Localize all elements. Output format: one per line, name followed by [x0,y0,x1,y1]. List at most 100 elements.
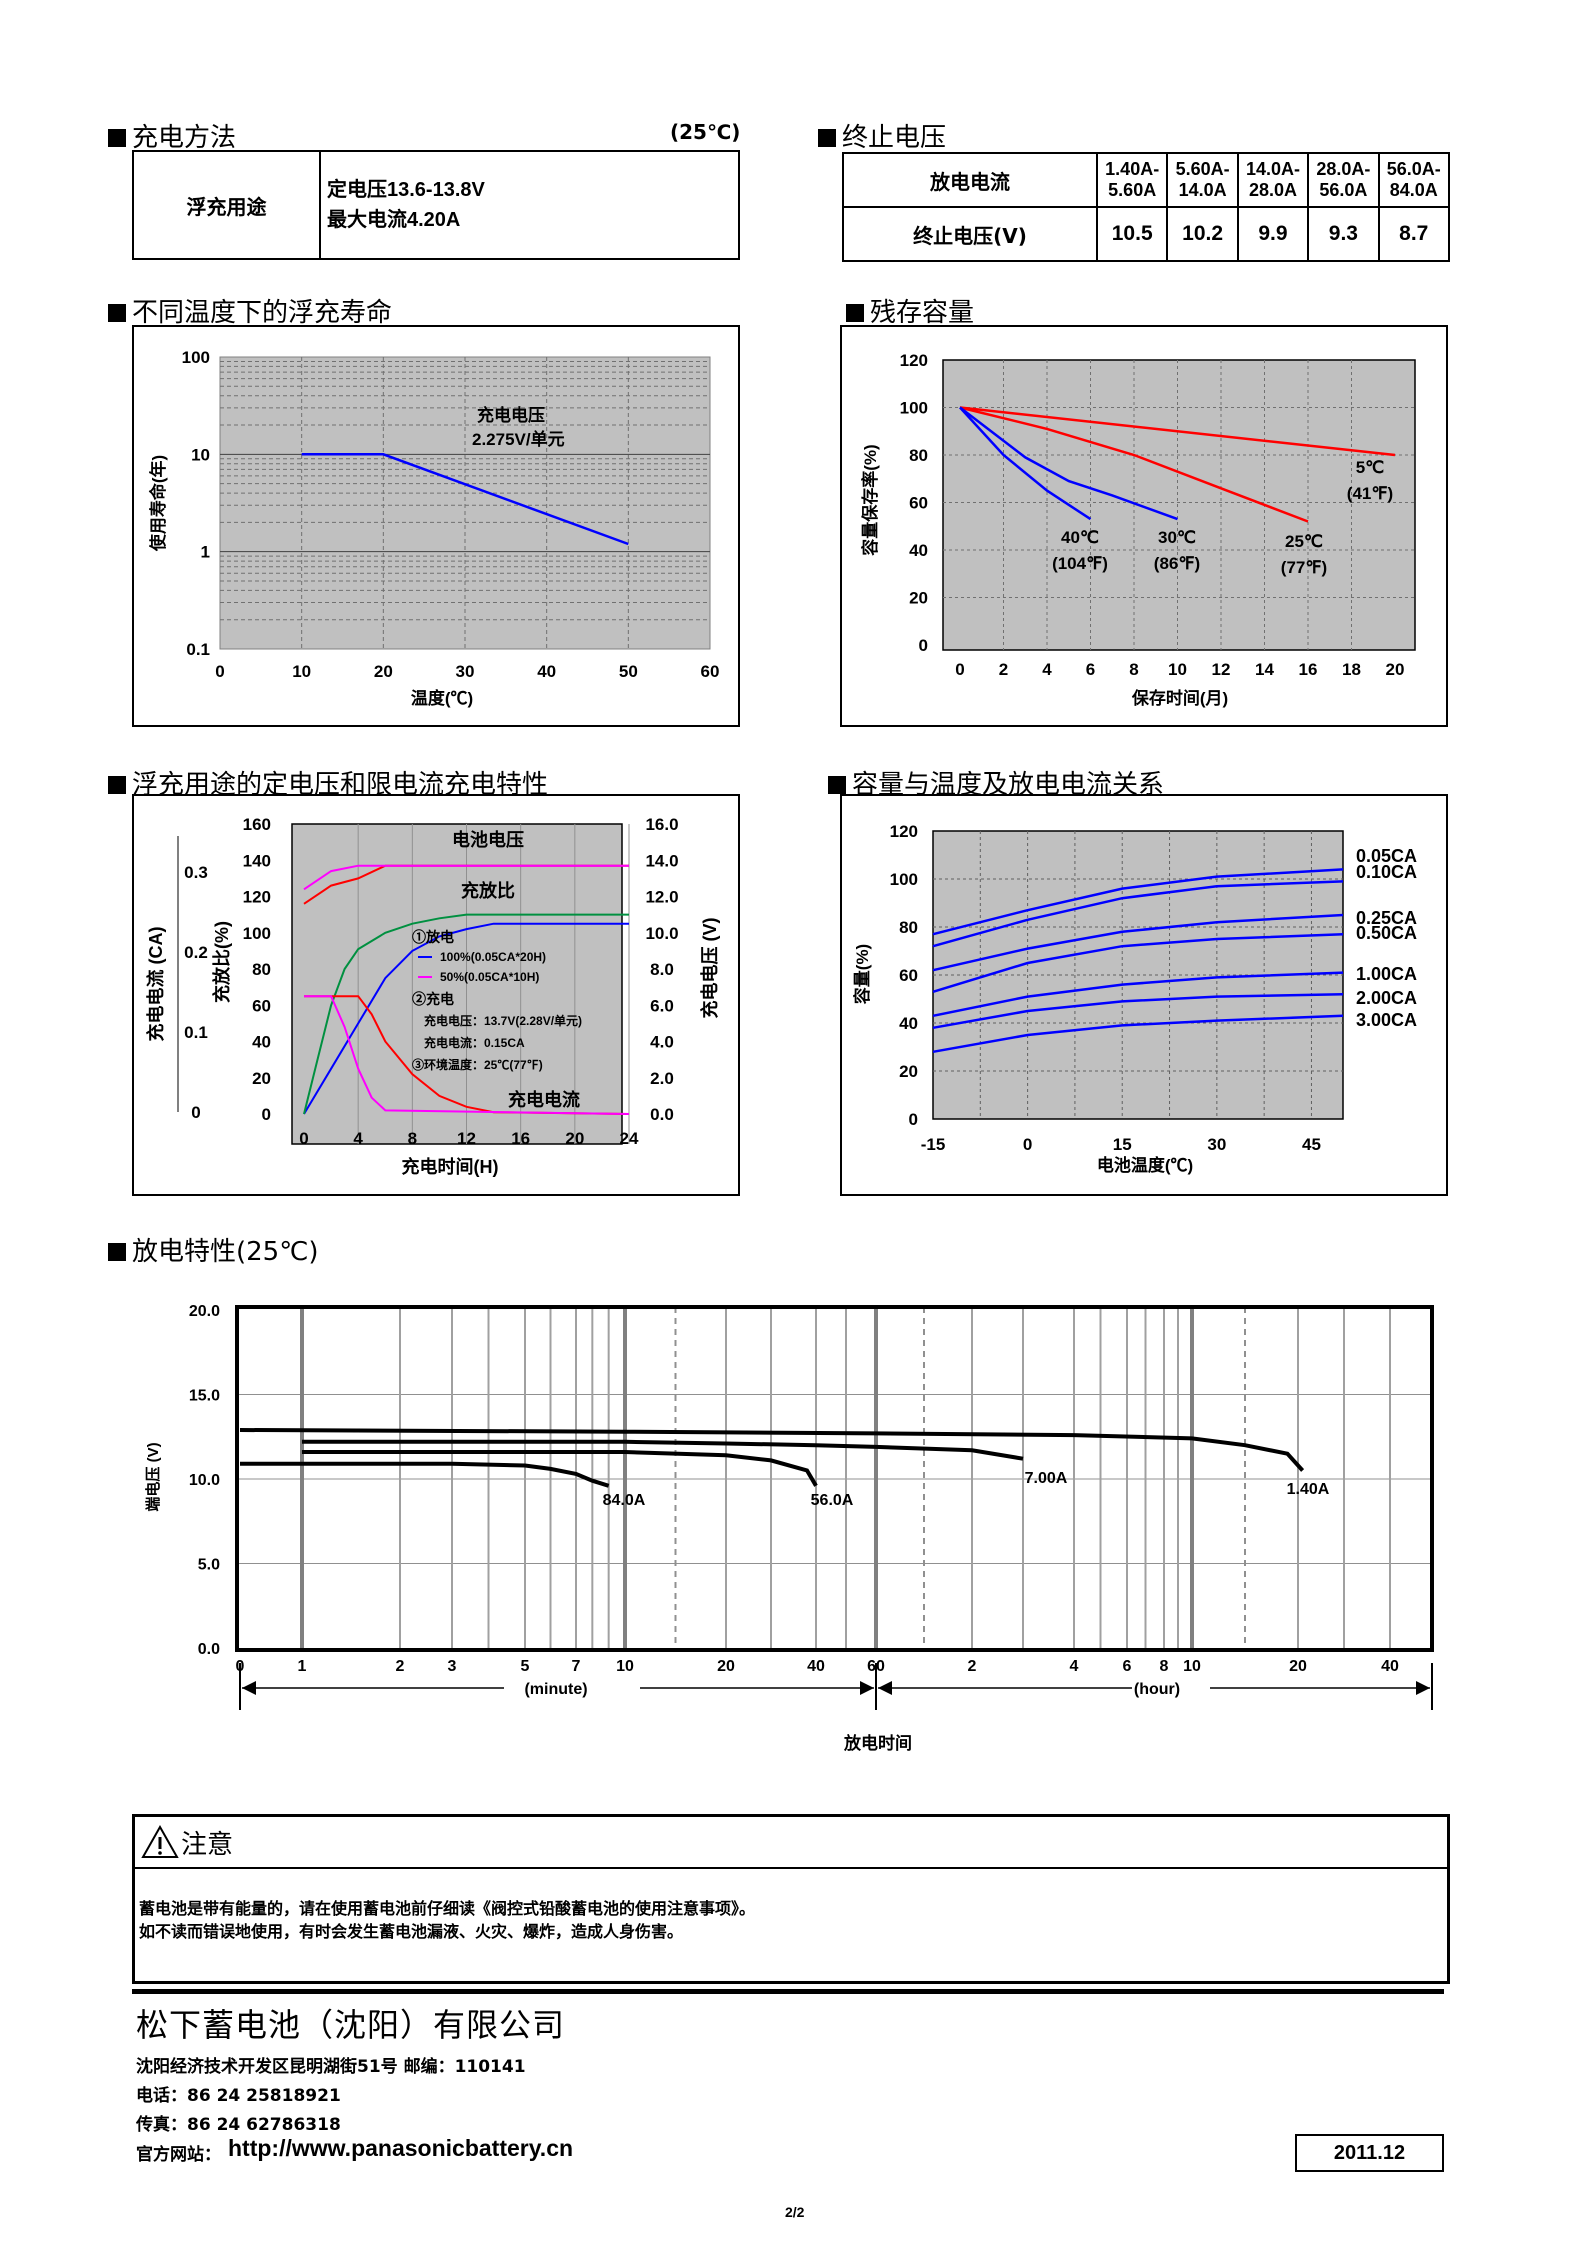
residual-chart: 0 2 4 6 8 10 12 14 16 18 20 0 20 40 60 80 100 120 5℃ (41℉)… [840,325,1448,727]
charging-table: 浮充用途 定电压13.6-13.8V 最大电流4.20A [132,150,740,260]
company-address: 沈阳经济技术开发区昆明湖街51号 邮编：110141 [136,2057,526,2077]
x-tick-label: 16 [511,1129,530,1148]
x-tick-label: 12 [1212,660,1231,679]
series-label: 0.50CA [1356,923,1417,943]
float-charge-ratio-label: 充放比 [461,880,515,901]
float-charge-voltage-label: 电池电压 [452,829,524,850]
x-tick-label: 4 [1042,660,1052,679]
company-web-label: 官方网站： [136,2145,221,2165]
y-tick-label: 0 [909,1110,918,1129]
y-tick-label: 5.0 [198,1557,220,1574]
x-tick-label: 12 [457,1129,476,1148]
y-tick-label: 20 [909,589,928,608]
x-tick-label: 20 [374,662,393,681]
x-tick-label: 0 [215,662,224,681]
float-charge-xlabel: 充电时间(H) [402,1156,499,1177]
doc-date: 2011.12 [1295,2134,1444,2172]
x-tick-label: 24 [620,1129,639,1148]
series-line [240,1461,610,1488]
y-right-tick-label: 8.0 [650,960,674,979]
series-line [302,1450,818,1487]
series-label: 84.0A [603,1492,646,1509]
x-tick-label: 5 [521,1658,530,1675]
series-line [301,453,629,546]
series-label: 2.00CA [1356,988,1417,1008]
cutoff-table: 放电电流 1.40A- 5.60A 5.60A- 14.0A 14.0A- 28.0A… [842,152,1451,262]
y-tick-label: 20 [899,1062,918,1081]
y-tick-label: 100 [900,399,928,418]
y-right-tick-label: 2.0 [650,1069,674,1088]
x-tick-label: 8 [408,1129,417,1148]
legend-charge: ②充电 [412,991,454,1007]
company-fax: 传真：86 24 62786318 [136,2115,341,2135]
charging-row-label: 浮充用途 [132,150,321,260]
float-life-ylabel: 使用寿命(年) [148,455,168,552]
residual-ylabel: 容量保存率(%) [860,444,880,555]
series-line [304,995,630,1115]
y-tick-label: 80 [899,918,918,937]
series-line [959,406,1178,521]
y-right-tick-label: 6.0 [650,996,674,1015]
y-ca-tick-label: 0.1 [184,1023,208,1042]
y-ca-tick-label: 0.2 [184,943,208,962]
float-life-title: 不同温度下的浮充寿命 [108,292,392,329]
notice-box: 注意 蓄电池是带有能量的，请在使用蓄电池前仔细读《阀控式铅酸蓄电池的使用注意事项… [132,1814,1450,1984]
x-tick-label: 20 [717,1658,735,1675]
x-tick-label: 0 [1023,1135,1032,1154]
x-tick-label: 50 [619,662,638,681]
float-charge-ylabel-voltage: 充电电压 (V) [699,917,720,1018]
discharge-minute-unit: (minute) [524,1681,587,1698]
y-left-tick-label: 60 [252,996,271,1015]
y-tick-label: 40 [909,541,928,560]
x-tick-label: 2 [396,1658,405,1675]
series-line [932,971,1344,1018]
notice-line-1: 蓄电池是带有能量的，请在使用蓄电池前仔细读《阀控式铅酸蓄电池的使用注意事项》。 [139,1899,756,1918]
series-label: 1.40A [1287,1481,1330,1498]
y-tick-label: 60 [909,494,928,513]
y-left-tick-label: 140 [243,851,271,870]
cutoff-voltage-label: 终止电压(V) [842,206,1098,262]
x-tick-label: 20 [1386,660,1405,679]
series-line [932,913,1344,972]
x-tick-label: 4 [1070,1658,1079,1675]
float-charge-ylabel-ratio: 充放比(%) [211,921,232,1003]
cutoff-title: 终止电压 [818,117,946,154]
legend-charge-current: 充电电流：0.15CA [424,1035,525,1050]
series-label: (77℉) [1281,558,1327,577]
series-label: 0.05CA [1356,846,1417,866]
y-left-tick-label: 20 [252,1069,271,1088]
series-label: 40℃ [1061,528,1099,547]
x-tick-label: 30 [1207,1135,1226,1154]
y-tick-label: 1 [201,543,210,562]
float-life-annotation-2: 2.275V/单元 [472,429,565,449]
series-line [932,932,1344,993]
notice-line-2: 如不读而错误地使用，有时会发生蓄电池漏液、火灾、爆炸，造成人身伤害。 [139,1922,684,1941]
series-line [959,406,1309,523]
warning-icon [141,1825,179,1858]
float-charge-current-label: 充电电流 [508,1089,580,1110]
cutoff-voltage-0: 10.5 [1095,206,1169,262]
discharge-ylabel: 端电压 (V) [144,1442,162,1511]
y-right-tick-label: 14.0 [645,851,678,870]
x-tick-label: 15 [1113,1135,1132,1154]
cutoff-current-3: 28.0A- 56.0A [1307,152,1380,208]
capacity-temp-xlabel: 电池温度(℃) [1097,1155,1193,1175]
discharge-xlabel: 放电时间 [843,1733,912,1753]
y-right-tick-label: 10.0 [645,924,678,943]
company-name: 松下蓄电池（沈阳）有限公司 [136,2006,566,2044]
x-tick-label: 40 [807,1658,825,1675]
legend-temp: ③环境温度：25℃(77℉) [412,1057,543,1072]
y-right-tick-label: 0.0 [650,1105,674,1124]
series-label: 56.0A [811,1492,854,1509]
residual-xlabel: 保存时间(月) [1131,688,1228,708]
company-web-link[interactable]: http://www.panasonicbattery.cn [228,2135,574,2161]
y-tick-label: 100 [890,870,918,889]
y-right-tick-label: 4.0 [650,1033,674,1052]
float-life-xlabel: 温度(℃) [411,688,473,708]
x-tick-label: 0 [955,660,964,679]
y-left-tick-label: 120 [243,888,271,907]
series-line [932,992,1344,1030]
y-ca-tick-label: 0 [191,1103,200,1122]
x-tick-label: 16 [1299,660,1318,679]
